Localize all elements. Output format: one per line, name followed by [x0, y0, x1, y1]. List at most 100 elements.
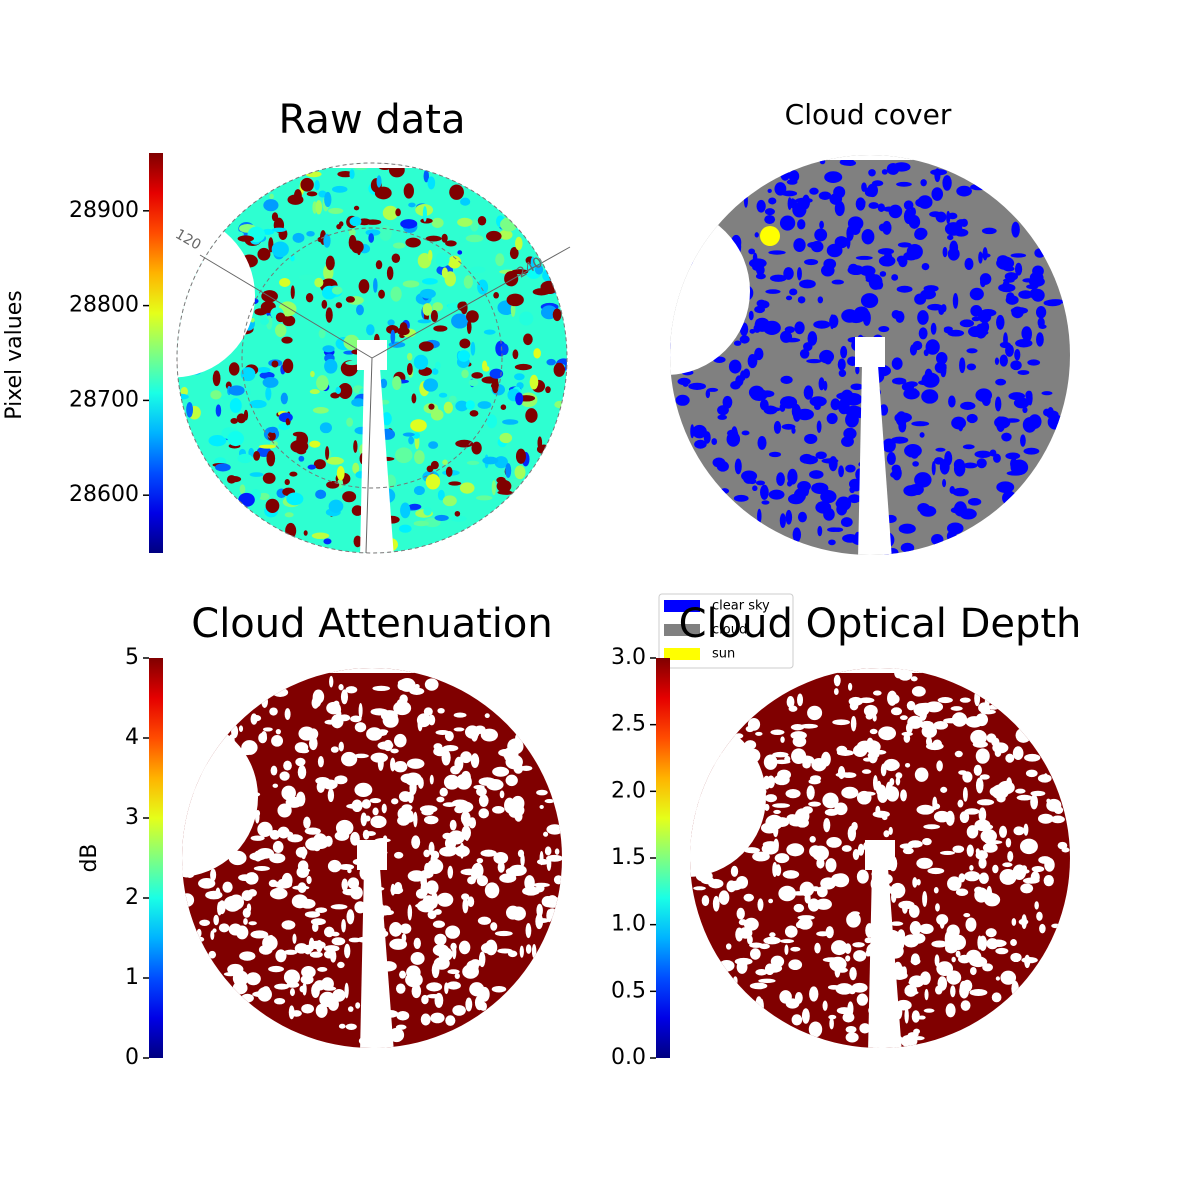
image-blob — [931, 533, 944, 546]
image-blob — [982, 842, 998, 853]
image-blob — [797, 267, 802, 281]
image-blob — [757, 898, 764, 912]
image-blob — [1005, 753, 1015, 763]
image-blob — [888, 826, 893, 835]
image-blob — [303, 816, 311, 829]
image-blob — [1011, 918, 1017, 926]
image-blob — [284, 512, 294, 518]
image-blob — [958, 770, 968, 775]
image-blob — [935, 903, 940, 912]
image-blob — [966, 844, 974, 857]
image-blob — [959, 319, 975, 328]
image-blob — [970, 729, 987, 746]
image-blob — [344, 943, 351, 959]
image-blob — [930, 322, 937, 335]
image-blob — [881, 815, 888, 821]
image-blob — [764, 963, 775, 976]
image-blob — [317, 755, 324, 768]
image-blob — [1036, 332, 1044, 347]
image-blob — [500, 343, 509, 356]
image-blob — [815, 898, 832, 910]
image-blob — [280, 392, 288, 405]
image-blob — [720, 488, 730, 494]
image-blob — [349, 169, 355, 180]
image-blob — [428, 441, 439, 449]
image-blob — [435, 252, 450, 267]
image-blob — [705, 389, 711, 399]
image-blob — [353, 205, 360, 211]
image-blob — [953, 501, 967, 517]
image-blob — [177, 393, 189, 400]
image-blob — [950, 985, 956, 998]
image-blob — [327, 788, 335, 803]
image-blob — [817, 296, 824, 304]
image-blob — [764, 214, 776, 225]
image-blob — [324, 835, 333, 847]
image-blob — [322, 779, 338, 790]
image-blob — [747, 717, 761, 731]
image-blob — [767, 188, 772, 194]
image-blob — [918, 1015, 926, 1020]
image-blob — [825, 858, 837, 873]
image-blob — [210, 930, 215, 941]
image-blob — [880, 789, 897, 799]
image-blob — [341, 919, 346, 933]
image-blob — [917, 195, 933, 209]
image-blob — [352, 462, 360, 474]
image-blob — [459, 235, 466, 243]
image-blob — [924, 368, 933, 380]
image-blob — [908, 215, 921, 229]
image-blob — [801, 1008, 810, 1024]
image-blob — [340, 689, 349, 705]
image-blob — [831, 940, 848, 956]
image-blob — [348, 234, 357, 250]
image-blob — [479, 986, 490, 1002]
image-blob — [294, 742, 309, 754]
image-blob — [338, 684, 344, 691]
image-blob — [797, 511, 807, 523]
image-blob — [433, 325, 448, 332]
image-blob — [945, 1003, 956, 1018]
image-blob — [452, 1005, 466, 1016]
image-blob — [442, 459, 448, 465]
image-blob — [337, 170, 354, 178]
image-blob — [776, 472, 785, 486]
image-blob — [947, 876, 962, 891]
image-blob — [756, 199, 766, 213]
image-blob — [463, 275, 473, 289]
image-blob — [395, 983, 406, 994]
image-blob — [900, 542, 915, 553]
image-blob — [789, 288, 798, 296]
image-blob — [952, 845, 965, 853]
image-blob — [332, 185, 348, 193]
image-blob — [797, 219, 806, 230]
image-blob — [315, 200, 323, 215]
image-blob — [800, 723, 818, 729]
image-blob — [422, 206, 427, 222]
image-blob — [992, 742, 1009, 754]
image-blob — [986, 733, 997, 743]
image-blob — [804, 433, 818, 444]
image-blob — [773, 838, 779, 853]
image-blob — [315, 489, 327, 500]
image-blob — [430, 892, 439, 909]
image-blob — [342, 888, 357, 896]
image-blob — [722, 395, 733, 409]
image-blob — [250, 930, 269, 939]
image-blob — [239, 484, 246, 495]
mask — [670, 155, 1070, 160]
image-blob — [964, 871, 981, 882]
image-blob — [810, 240, 824, 253]
image-blob — [370, 815, 387, 829]
image-blob — [356, 304, 364, 316]
image-blob — [911, 388, 918, 397]
image-blob — [780, 736, 785, 743]
image-blob — [1002, 862, 1013, 868]
image-blob — [925, 339, 940, 355]
image-blob — [896, 285, 913, 293]
image-blob — [186, 401, 194, 418]
image-blob — [901, 382, 915, 392]
image-blob — [911, 421, 930, 427]
image-blob — [978, 807, 987, 823]
image-blob — [788, 170, 800, 183]
